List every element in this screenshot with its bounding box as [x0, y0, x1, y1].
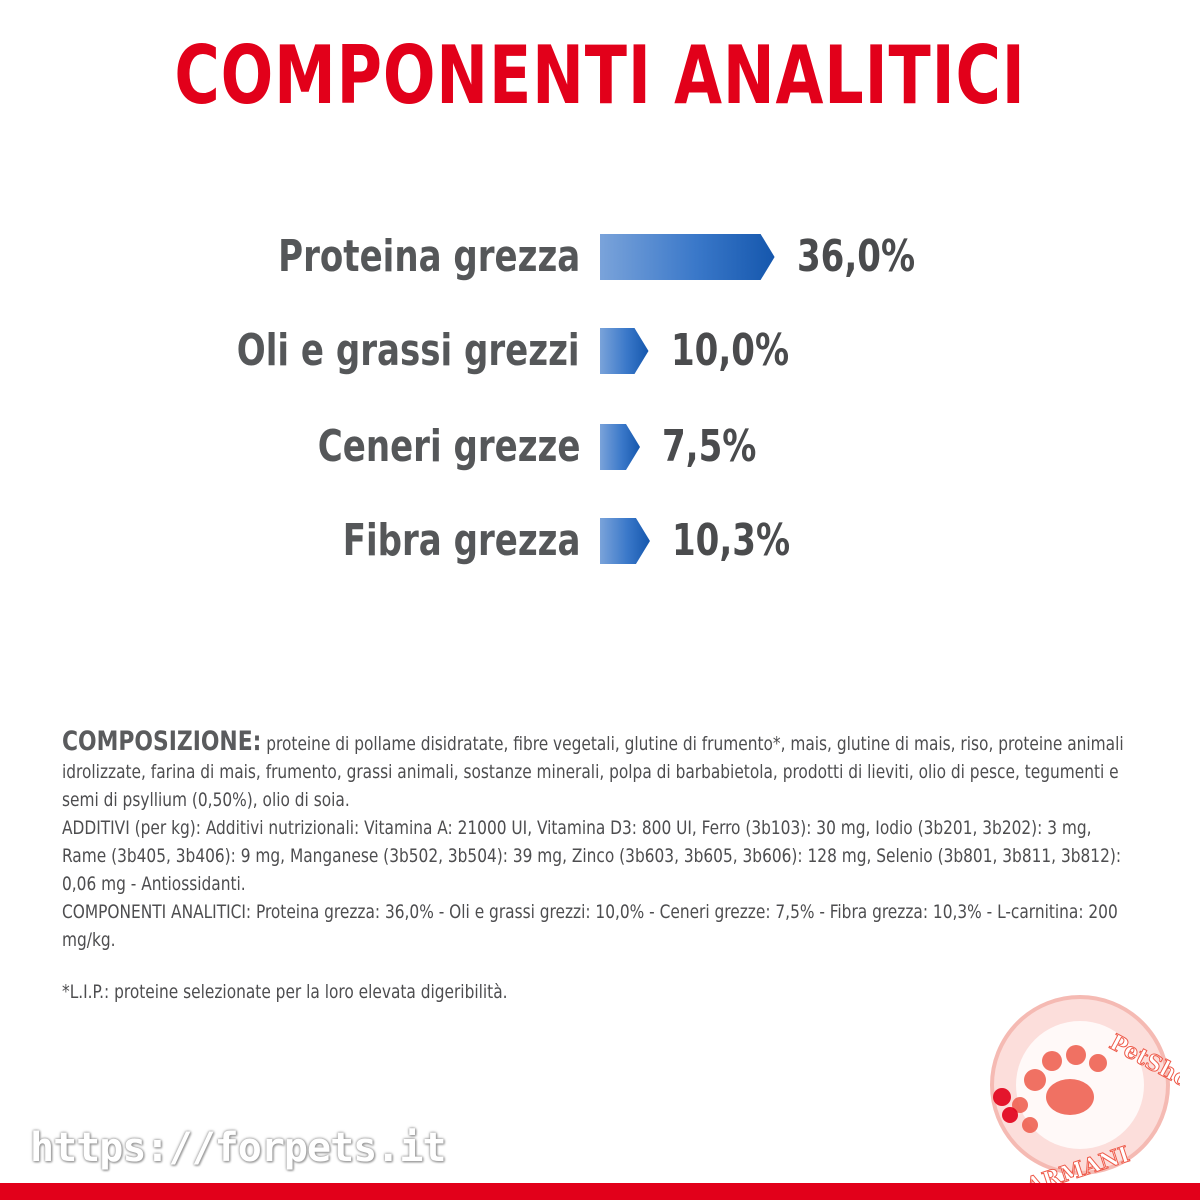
category-label: Proteina grezza	[277, 231, 580, 282]
value-label: 10,0%	[670, 325, 789, 376]
analytical-paragraph: COMPONENTI ANALITICI: Proteina grezza: 3…	[62, 901, 1118, 951]
category-label: Ceneri grezze	[317, 421, 580, 472]
value-label: 7,5%	[662, 421, 757, 472]
additives-paragraph: ADDITIVI (per kg): Additivi nutrizionali…	[62, 817, 1122, 895]
bar-0	[600, 234, 775, 280]
bar-1	[600, 328, 649, 374]
composition-paragraph: COMPOSIZIONE: proteine di pollame disidr…	[62, 728, 1138, 814]
composition-lead: COMPOSIZIONE:	[62, 726, 262, 757]
bar-3	[600, 518, 650, 564]
watermark-url: https://forpets.it	[30, 1125, 446, 1171]
composition-text: COMPOSIZIONE: proteine di pollame disidr…	[62, 728, 1142, 1006]
petshop-armani-logo: PetShop ARMANI	[990, 995, 1180, 1185]
footer-red-bar	[0, 1183, 1200, 1200]
page-title: COMPONENTI ANALITICI	[174, 29, 1026, 122]
category-label: Fibra grezza	[342, 515, 580, 566]
footnote: *L.I.P.: proteine selezionate per la lor…	[62, 981, 508, 1003]
composition-ingredients: proteine di pollame disidratate, fibre v…	[62, 733, 1124, 811]
bar-2	[600, 424, 640, 470]
category-label: Oli e grassi grezzi	[237, 325, 580, 376]
value-label: 10,3%	[671, 515, 791, 566]
value-label: 36,0%	[796, 231, 915, 282]
